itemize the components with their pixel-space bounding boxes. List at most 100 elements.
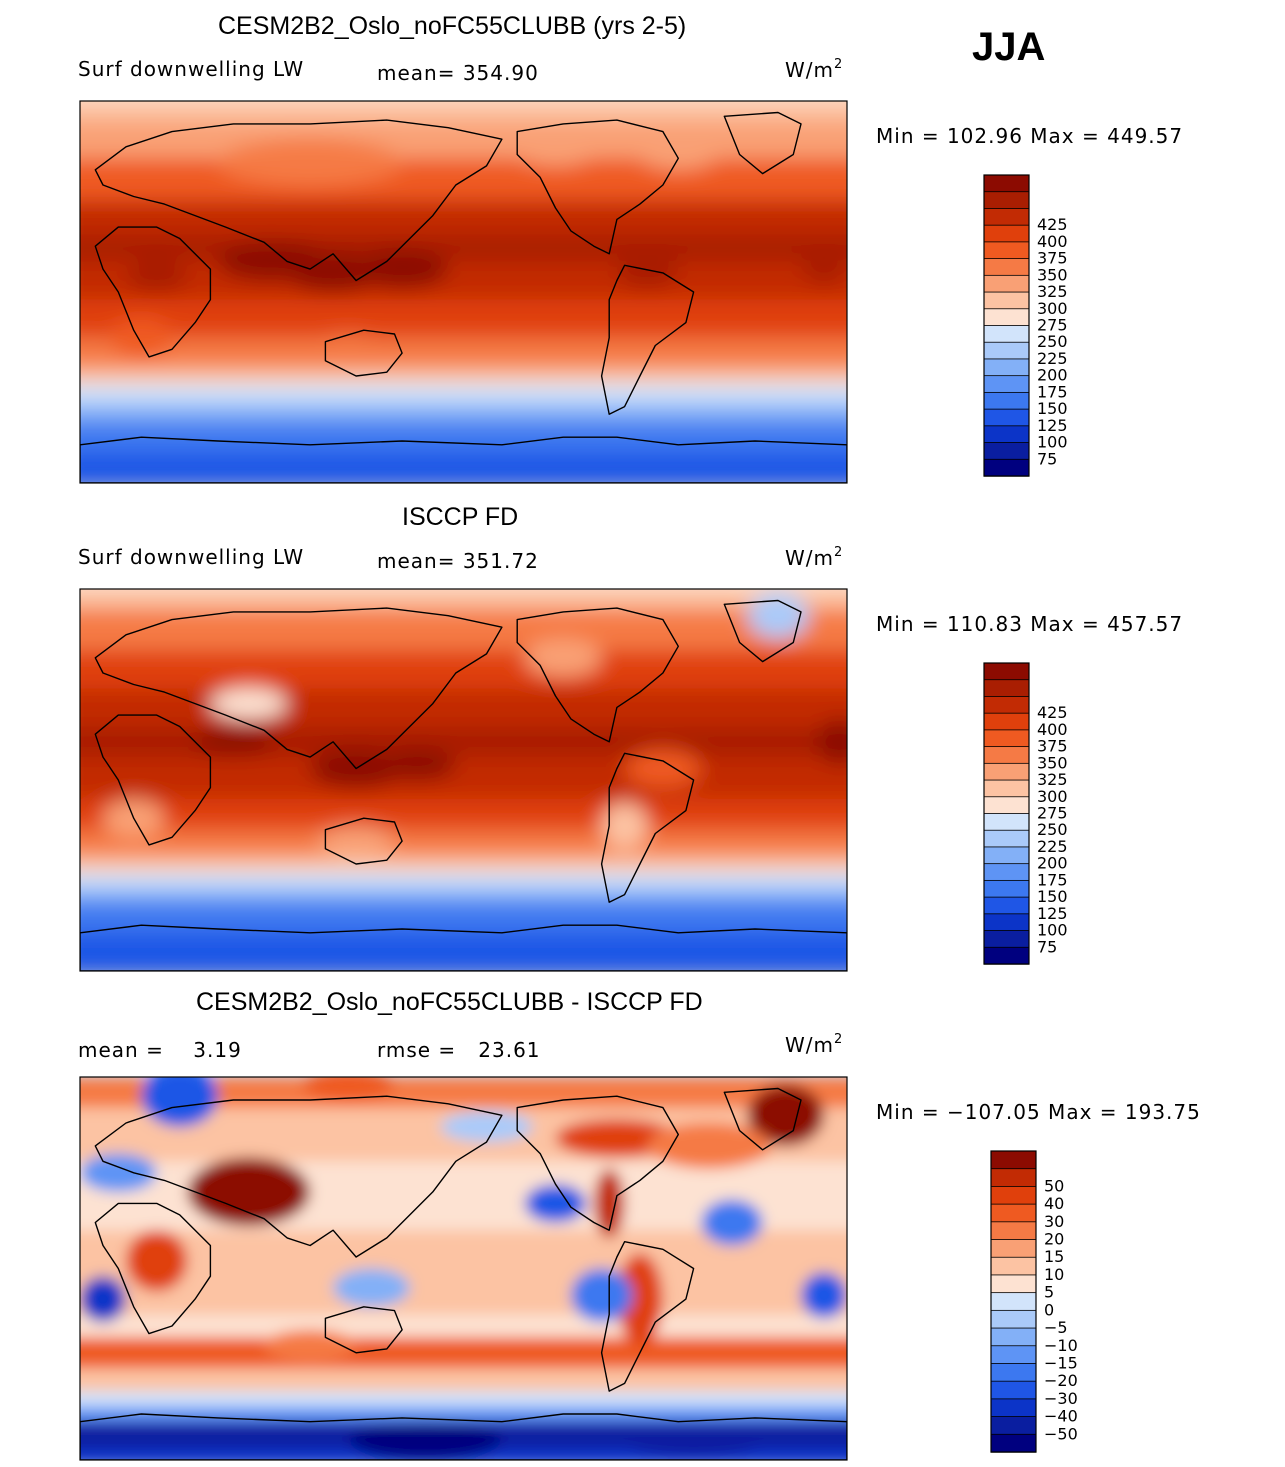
panel-1-field-anomaly [509,127,602,166]
panel-3-colorbar-tick-label: 50 [1044,1176,1064,1195]
panel-2-map-frame [79,588,848,972]
panel-3-colorbar-swatch [990,1221,1037,1241]
panel-1-coastline-africa [94,226,212,358]
panel-3-title: CESM2B2_Oslo_noFC55CLUBB - ISCCP FD [196,988,703,1016]
panel-3-zonal-band [80,1314,847,1339]
panel-3-zonal-band [80,1230,847,1316]
panel-3-colorbar-tick-label: 30 [1044,1212,1064,1231]
panel-3-zonal-band [80,1391,847,1408]
panel-3-field-anomaly [616,1253,663,1346]
panel-3-colorbar-tick-label: 15 [1044,1247,1064,1266]
panel-2-colorbar-swatch [983,863,1030,882]
panel-1-coastline-south-america [600,264,695,415]
panel-2-colorbar-tick-label: 225 [1037,837,1068,856]
panel-2-colorbar-tick-label: 375 [1037,737,1068,756]
panel-2-field-anomaly [210,688,288,719]
panel-3-field-anomaly [264,1329,357,1361]
panel-2-zonal-band [80,608,847,652]
panel-2-field-anomaly [816,718,847,765]
panel-2-colorbar-tick-label: 150 [1037,887,1068,906]
panel-2-colorbar-swatch [983,696,1030,714]
panel-1-zonal-band [80,452,847,483]
panel-3-map [80,1077,847,1460]
panel-3-colorbar-swatch [990,1150,1037,1170]
panel-3-field-anomaly [593,1168,625,1238]
panel-1-zonal-band [80,261,847,301]
panel-3-colorbar-swatch [990,1416,1037,1435]
panel-2-coastline-south-america [600,752,695,903]
panel-3-colorbar-swatch [990,1345,1037,1365]
panel-3-field-anomaly [555,1119,679,1158]
panel-2-coastline-eurasia [94,607,503,770]
panel-1-map [80,101,847,483]
panel-2-coastline-australia [324,817,403,865]
panel-2-coastline-antarctica [80,924,847,971]
panel-3-field-anomaly [126,1230,188,1292]
panel-1-colorbar-swatch [983,341,1030,360]
panel-1-coastline-north-america [516,119,679,255]
panel-1-field-anomaly [616,250,679,289]
panel-3-colorbar-swatch [990,1292,1037,1312]
panel-1-mean-label: mean= 354.90 [377,61,539,85]
panel-3-coastline-north-america [516,1095,679,1231]
panel-1-zonal-band [80,101,847,122]
panel-1-zonal-band [80,299,847,339]
panel-3-zonal-band [80,1337,847,1369]
panel-2-zonal-band [80,799,847,831]
panel-1-field-anomaly [110,318,173,357]
panel-1-map-frame [79,100,848,484]
panel-1-zonal-band [80,337,847,370]
panel-3-coastline-south-america [600,1240,695,1392]
panel-1-colorbar-swatch [983,224,1030,243]
panel-1-colorbar-tick-label: 100 [1037,433,1068,452]
panel-3-field-anomaly [647,1122,771,1169]
panel-3-colorbar-tick-label: 10 [1044,1265,1064,1284]
panel-1-title: CESM2B2_Oslo_noFC55CLUBB (yrs 2-5) [218,12,687,40]
panel-1-units: W/m2 [785,57,844,82]
panel-2-colorbar-swatch [983,679,1030,698]
panel-1-colorbar-tick-label: 300 [1037,299,1068,318]
panel-2-colorbar-swatch [983,796,1030,815]
panel-3-colorbar-tick-label: −20 [1044,1371,1078,1390]
panel-2-coastline-africa [94,714,212,846]
panel-2-field-anomaly [747,592,809,639]
panel-1-colorbar-swatch [983,442,1030,460]
panel-1-zonal-band [80,368,847,385]
panel-3-field-anomaly [80,1276,126,1323]
panel-3-mean-label: mean = 3.19 [78,1038,242,1062]
panel-1-colorbar-tick-label: 375 [1037,249,1068,268]
panel-1-colorbar: 4254003753503253002752502252001751501251… [983,174,1068,477]
panel-2-field-anomaly [524,638,602,677]
panel-3-field-anomaly [747,1084,824,1146]
panel-2-units: W/m2 [785,545,844,570]
panel-3-coastline-greenland [723,1087,802,1151]
panel-2-zonal-band [80,589,847,610]
panel-1-zonal-band [80,120,847,160]
panel-2-colorbar-swatch [983,829,1030,848]
panel-3-zonal-band [80,1368,847,1393]
panel-2-field-anomaly [195,726,272,758]
panel-2-colorbar-swatch [983,746,1030,765]
panel-1-zonal-band [80,383,847,404]
panel-2-zonal-band [80,856,847,873]
panel-3-field-anomaly [141,1077,219,1127]
panel-1-colorbar-swatch [983,208,1030,226]
panel-3-minmax: Min = −107.05 Max = 193.75 [876,1100,1201,1124]
panel-1-coastline-greenland [723,111,802,175]
panel-3-colorbar-tick-label: −50 [1044,1424,1078,1443]
panel-2-colorbar-tick-label: 200 [1037,854,1068,873]
panel-3-colorbar-swatch [990,1363,1037,1382]
panel-1-field-anomaly [632,123,725,170]
panel-1-colorbar-tick-label: 400 [1037,232,1068,251]
panel-3-colorbar-swatch [990,1186,1037,1205]
panel-1-colorbar-tick-label: 200 [1037,366,1068,385]
panel-2-colorbar-tick-label: 300 [1037,787,1068,806]
panel-2-variable-label: Surf downwelling LW [78,545,305,569]
panel-2-colorbar-swatch [983,779,1030,798]
panel-3-colorbar-tick-label: −30 [1044,1389,1078,1408]
panel-2-field-anomaly [601,802,648,849]
panel-3-colorbar-tick-label: −40 [1044,1407,1078,1426]
panel-2-colorbar-tick-label: 175 [1037,870,1068,889]
panel-1-colorbar-tick-label: 75 [1037,449,1057,468]
